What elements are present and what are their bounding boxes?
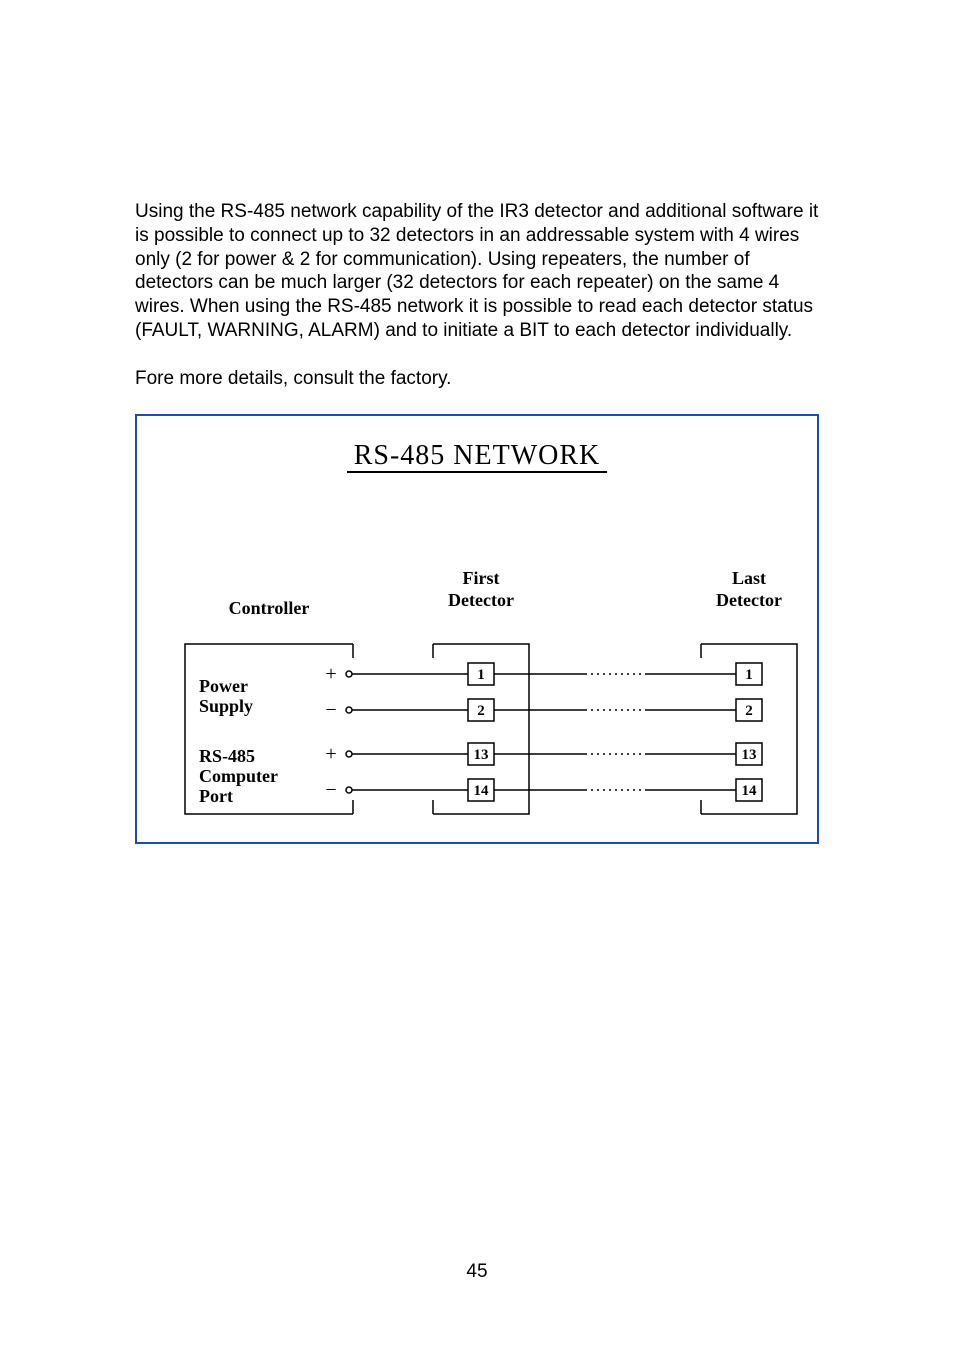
svg-text:+: + — [325, 663, 336, 685]
svg-text:Supply: Supply — [199, 696, 253, 716]
svg-text:Detector: Detector — [716, 590, 782, 610]
paragraph-1: Using the RS-485 network capability of t… — [135, 200, 819, 343]
svg-text:Controller: Controller — [229, 598, 310, 618]
svg-text:1: 1 — [477, 667, 485, 683]
svg-text:14: 14 — [474, 783, 490, 799]
svg-text:Power: Power — [199, 676, 248, 696]
svg-text:Last: Last — [732, 568, 766, 588]
document-page: Using the RS-485 network capability of t… — [0, 0, 954, 1351]
svg-text:First: First — [463, 568, 500, 588]
svg-text:1: 1 — [745, 667, 753, 683]
svg-text:14: 14 — [742, 783, 758, 799]
svg-text:−: − — [325, 699, 336, 721]
svg-text:2: 2 — [477, 703, 485, 719]
svg-text:−: − — [325, 779, 336, 801]
svg-text:Port: Port — [199, 786, 233, 806]
paragraph-2: Fore more details, consult the factory. — [135, 367, 819, 391]
svg-text:Detector: Detector — [448, 590, 514, 610]
svg-text:RS-485 NETWORK: RS-485 NETWORK — [354, 440, 601, 471]
svg-text:13: 13 — [474, 747, 489, 763]
svg-text:2: 2 — [745, 703, 753, 719]
page-number: 45 — [0, 1261, 954, 1283]
svg-text:Computer: Computer — [199, 766, 278, 786]
svg-text:13: 13 — [742, 747, 757, 763]
svg-text:+: + — [325, 743, 336, 765]
network-diagram: RS-485 NETWORK Controller PowerSupply + − RS-… — [135, 414, 819, 844]
svg-text:RS-485: RS-485 — [199, 746, 255, 766]
